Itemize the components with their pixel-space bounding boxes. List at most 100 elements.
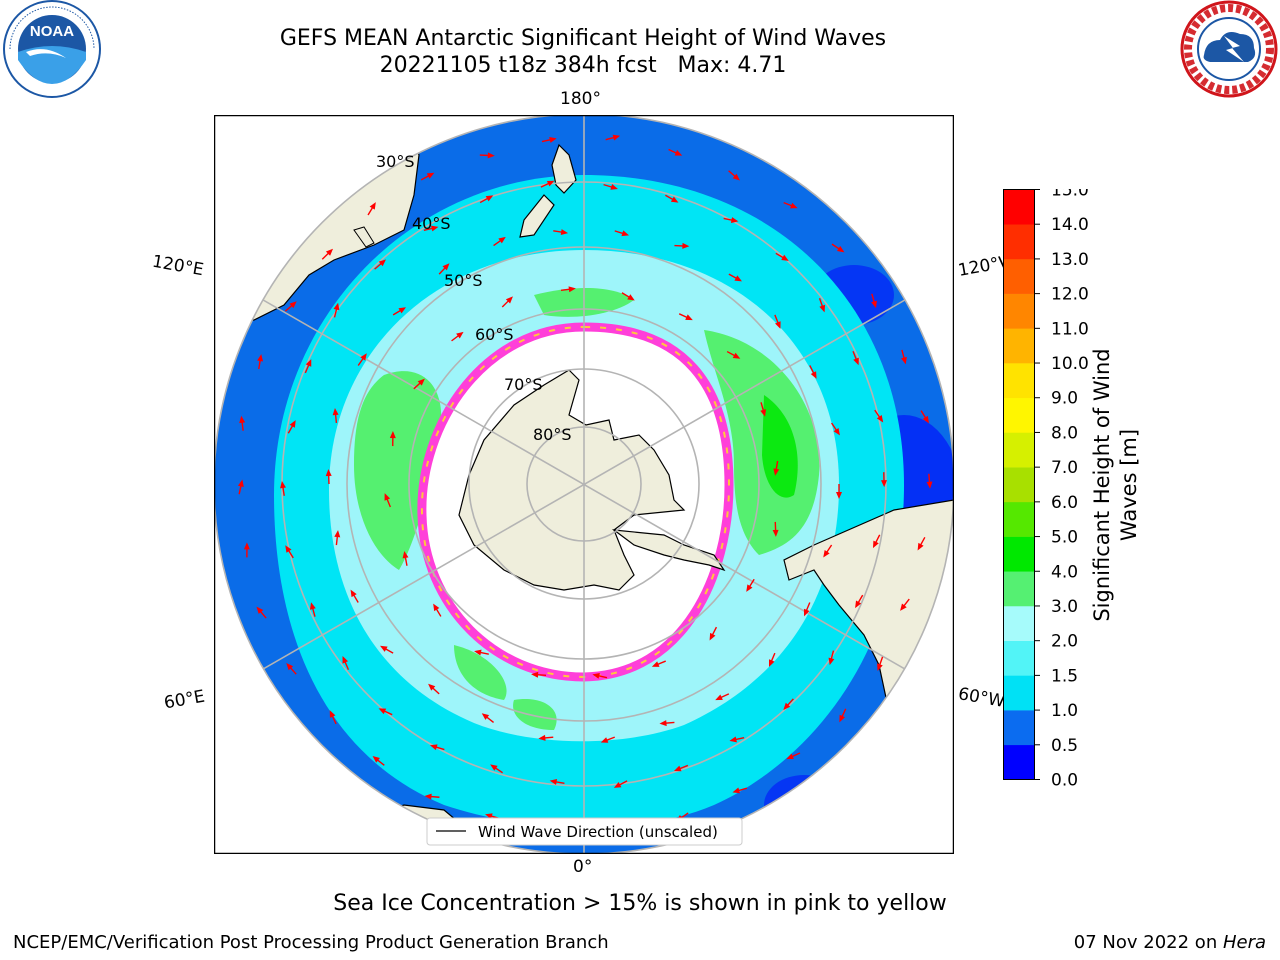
colorbar-tick-label: 0.0: [1051, 771, 1078, 790]
lon-label-180: 180°: [560, 89, 601, 109]
wave-direction-arrowhead: [429, 744, 438, 751]
wave-direction-arrowhead: [384, 493, 391, 501]
wave-direction-arrowhead: [836, 246, 845, 253]
colorbar-block: [1003, 536, 1035, 572]
wave-direction-arrowhead: [325, 248, 334, 256]
colorbar-tick-label: 2.0: [1051, 632, 1078, 652]
wave-direction-arrowhead: [746, 584, 753, 592]
wave-direction-arrowhead: [549, 778, 558, 785]
lon-label-60e: 60°E: [162, 686, 207, 714]
wave-direction-arrowhead: [673, 765, 682, 772]
colorbar-block: [1003, 189, 1035, 225]
wave-direction-arrowhead: [546, 180, 555, 187]
wave-direction-arrowhead: [498, 236, 506, 244]
wave-direction-arrowhead: [325, 469, 332, 477]
wave-direction-arrowhead: [560, 229, 569, 236]
colorbar-block: [1003, 744, 1035, 780]
colorbar-tick-label: 7.0: [1051, 458, 1078, 478]
wave-direction-arrowhead: [900, 603, 907, 611]
colorbar-tick-label: 9.0: [1051, 389, 1078, 409]
wind-wave-arrows: [237, 134, 933, 832]
wave-direction-arrowhead: [239, 415, 246, 424]
wave-direction-arrowhead: [600, 737, 609, 743]
colorbar-tick-label: 12.0: [1051, 285, 1089, 305]
wave-direction-arrowhead: [309, 602, 316, 610]
wave-direction-arrowhead: [289, 420, 296, 428]
wave-direction-arrowhead: [823, 550, 830, 558]
colorbar-tick-label: 0.5: [1051, 736, 1078, 756]
wave-direction-arrowhead: [922, 415, 929, 424]
wave-direction-arrowhead: [342, 655, 349, 664]
new-zealand: [551, 143, 577, 194]
wave-direction-arrowhead: [732, 173, 740, 181]
colorbar-block: [1003, 605, 1035, 641]
wave-direction-arrowhead: [428, 683, 436, 691]
colorbar-block: [1003, 328, 1035, 364]
wave-direction-arrowhead: [289, 301, 297, 309]
wave-direction-arrowhead: [833, 427, 840, 436]
wave-direction-arrowhead: [828, 657, 835, 666]
wave-direction-arrowhead: [715, 694, 723, 701]
map-svg: 30°S 40°S 50°S 60°S 70°S 80°S Wind Wave …: [213, 113, 955, 855]
wave-direction-arrowhead: [781, 254, 789, 261]
page-subtitle: 20221105 t18z 384h fcst Max: 4.71: [379, 53, 787, 78]
wave-direction-arrowhead: [621, 230, 630, 237]
wave-direction-arrowhead: [732, 352, 741, 359]
wave-direction-arrowhead: [880, 480, 887, 488]
wave-direction-arrowhead: [433, 603, 440, 612]
noaa-logo: NOAA: [0, 0, 104, 100]
wave-direction-arrowhead: [531, 671, 539, 678]
wave-direction-arrowhead: [424, 793, 432, 800]
colorbar-block: [1003, 467, 1035, 503]
legend-label: Wind Wave Direction (unscaled): [478, 823, 718, 841]
wave-direction-arrowhead: [659, 720, 667, 727]
colorbar-block: [1003, 432, 1035, 468]
colorbar-blocks: [1003, 189, 1035, 780]
wave-direction-arrowhead: [651, 661, 660, 667]
colorbar-tick-label: 11.0: [1051, 319, 1089, 339]
wave-direction-arrowhead: [333, 302, 340, 311]
colorbar-block: [1003, 224, 1035, 260]
wave-direction-arrowhead: [256, 606, 264, 614]
wave-direction-arrowhead: [627, 294, 635, 301]
wave-direction-arrowhead: [329, 710, 336, 718]
graticule: [214, 114, 954, 854]
wave-direction-arrowhead: [610, 184, 618, 190]
wave-direction-arrowhead: [790, 202, 798, 209]
colorbar: 0.0 0.5 1.0 1.5 2.0 3.0 4.0 5.0 6.0 7.0 8.0 9.0 10.0…: [1003, 181, 1113, 793]
wave-direction-arrowhead: [505, 296, 513, 304]
map-panel: 30°S 40°S 50°S 60°S 70°S 80°S Wind Wave …: [213, 113, 955, 855]
wave-patch-green: [704, 330, 820, 555]
colorbar-tick-label: 13.0: [1051, 250, 1089, 270]
nws-logo: [1178, 0, 1280, 100]
wave-direction-arrowhead: [685, 314, 693, 321]
wave-direction-arrowhead: [474, 649, 482, 656]
colorbar-tick-label: 4.0: [1051, 562, 1078, 582]
wave-direction-arrowhead: [926, 481, 933, 489]
wave-direction-arrowhead: [734, 275, 743, 282]
lon-label-0: 0°: [573, 857, 593, 877]
wave-direction-arrowhead: [810, 371, 817, 379]
footer-date-text: 07 Nov 2022 on: [1073, 932, 1223, 953]
footer-machine: Hera: [1222, 932, 1266, 953]
sea-ice-note: Sea Ice Concentration > 15% is shown in …: [333, 891, 947, 916]
wave-direction-arrowhead: [237, 479, 244, 488]
wave-direction-arrowhead: [426, 172, 435, 179]
wave-direction-arrowhead: [332, 408, 339, 416]
colorbar-tick-label: 3.0: [1051, 597, 1078, 617]
wave-direction-arrowhead: [917, 542, 924, 551]
wave-direction-arrowhead: [786, 753, 794, 760]
wave-direction-arrowhead: [490, 764, 498, 771]
wave-direction-arrowhead: [417, 378, 425, 386]
colorbar-tick-label: 14.0: [1051, 215, 1089, 235]
wave-direction-arrowhead: [670, 196, 679, 203]
wave-direction-arrowhead: [334, 530, 341, 538]
page-title: GEFS MEAN Antarctic Significant Height o…: [279, 26, 887, 51]
wave-direction-arrowhead: [836, 492, 842, 499]
lat-label-40s: 40°S: [412, 214, 451, 233]
colorbar-tick-label: 1.5: [1051, 666, 1078, 686]
wave-direction-arrowhead: [481, 713, 490, 720]
wave-direction-arrowhead: [487, 152, 495, 159]
wave-direction-arrowhead: [372, 756, 380, 763]
wave-direction-arrowhead: [819, 304, 826, 313]
